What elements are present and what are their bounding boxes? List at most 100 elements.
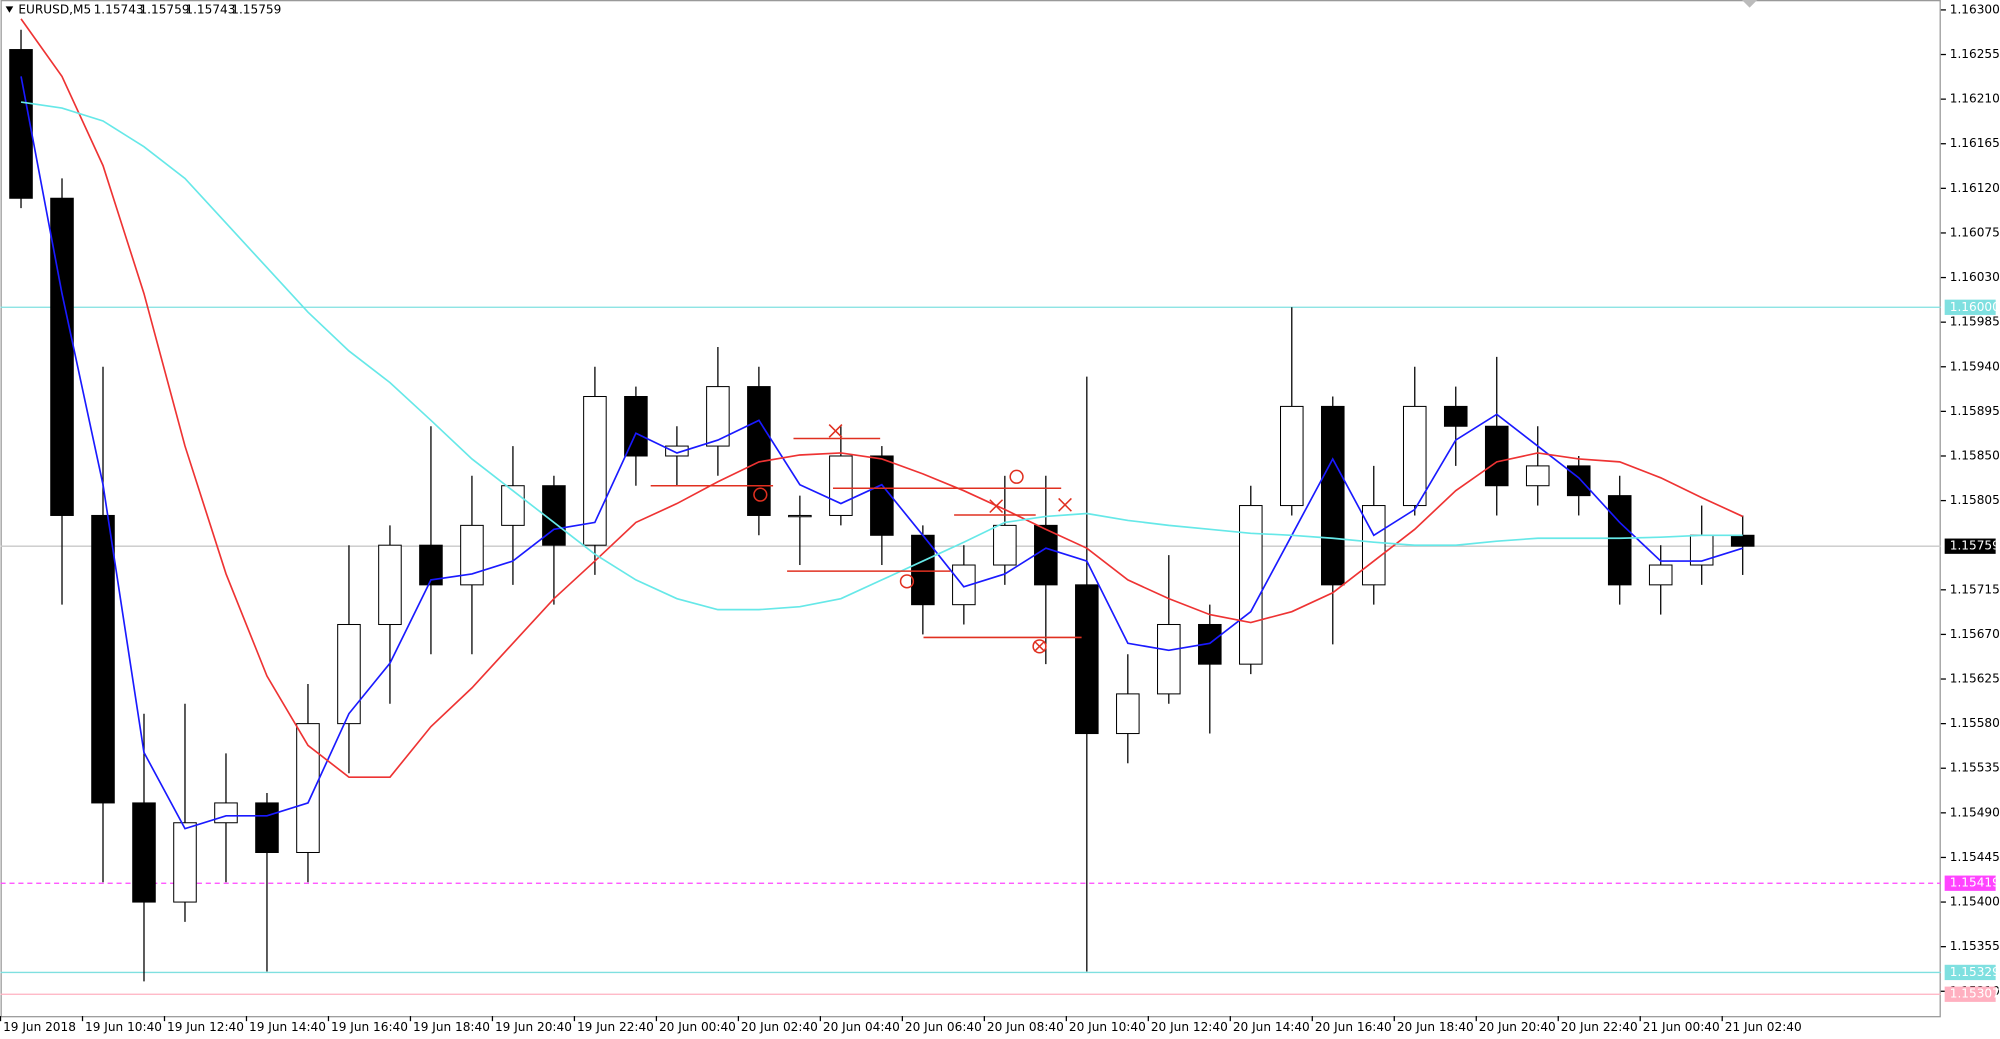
candle-body (1566, 465, 1591, 497)
scroll-marker (1741, 0, 1758, 8)
candle-body (1198, 623, 1222, 665)
x-tick-label: 21 Jun 02:40 (1725, 1020, 1802, 1034)
level-label-box (1944, 875, 1996, 891)
candle-body (9, 49, 33, 199)
header: EURUSD,M5 1.15743 1.15759 1.15743 1.1575… (5, 3, 281, 17)
x-tick-label: 20 Jun 14:40 (1233, 1020, 1310, 1034)
y-tick-label: 1.15850 (1950, 448, 2000, 462)
x-tick-label: 20 Jun 16:40 (1315, 1020, 1392, 1034)
y-tick-label: 1.15670 (1950, 627, 2000, 641)
level-label-box (1944, 964, 1996, 981)
x-tick-label: 20 Jun 22:40 (1561, 1020, 1638, 1034)
x-tick-label: 21 Jun 00:40 (1643, 1020, 1720, 1034)
y-tick-label: 1.16075 (1950, 225, 2000, 239)
x-tick-label: 20 Jun 08:40 (987, 1020, 1064, 1034)
y-tick-label: 1.15355 (1950, 939, 2000, 953)
candle-body (706, 386, 730, 447)
candle-body (173, 822, 197, 903)
x-tick-label: 20 Jun 12:40 (1151, 1020, 1228, 1034)
candle-body (419, 544, 443, 586)
candle-body (952, 564, 976, 606)
candle-body (870, 455, 894, 536)
y-tick-label: 1.15940 (1950, 359, 2000, 373)
candle-body (1525, 465, 1550, 487)
y-tick-label: 1.15490 (1950, 805, 2000, 819)
y-tick-label: 1.16255 (1950, 47, 2000, 61)
y-tick-label: 1.15805 (1950, 493, 2000, 507)
candle-body (788, 514, 812, 518)
candle-body (1239, 505, 1263, 665)
y-tick-label: 1.16165 (1950, 136, 2000, 150)
trade-marker (899, 574, 915, 589)
menu-arrow[interactable] (5, 6, 14, 13)
x-tick-label: 20 Jun 04:40 (823, 1020, 900, 1034)
trade-objects (650, 423, 1082, 654)
y-tick-label: 1.15400 (1950, 895, 2000, 909)
candle-body (1116, 693, 1140, 735)
candle-body (624, 395, 648, 457)
x-tick-label: 20 Jun 00:40 (659, 1020, 736, 1034)
y-tick-label: 1.15535 (1950, 761, 2000, 775)
trade-marker (1033, 640, 1046, 652)
x-tick-label: 19 Jun 22:40 (577, 1020, 654, 1034)
x-tick-label: 20 Jun 18:40 (1397, 1020, 1474, 1034)
candle-body (542, 485, 566, 546)
candle-body (378, 544, 402, 626)
x-tick-label: 20 Jun 20:40 (1479, 1020, 1556, 1034)
trade-marker (753, 487, 768, 502)
level-label-box (1944, 299, 1996, 315)
candle-body (91, 514, 115, 804)
x-tick-label: 19 Jun 14:40 (249, 1020, 326, 1034)
y-tick-label: 1.16120 (1950, 181, 2000, 195)
y-tick-label: 1.15715 (1950, 582, 2000, 596)
trade-marker (1058, 497, 1072, 512)
plot-area (0, 0, 1941, 1018)
candle-body (1034, 524, 1058, 586)
y-tick-label: 1.15895 (1950, 404, 2000, 418)
candle-body (255, 802, 279, 854)
candle-body (1607, 495, 1632, 586)
x-tick-label: 19 Jun 16:40 (331, 1020, 408, 1034)
candle-body (1402, 405, 1427, 507)
low: 1.15743 (185, 3, 235, 17)
candle-body (1443, 405, 1468, 427)
level-label-box (1944, 986, 1996, 1002)
candle-body (132, 802, 156, 903)
candle-body (665, 445, 689, 457)
y-tick-label: 1.15985 (1950, 315, 2000, 329)
x-tick-label: 19 Jun 12:40 (167, 1020, 244, 1034)
level-label: 1.15307 (1950, 987, 2000, 1001)
level-label: 1.16000 (1950, 300, 2000, 314)
y-tick-label: 1.16210 (1950, 92, 2000, 106)
open: 1.15743 (94, 3, 144, 17)
moving-average (20, 76, 1743, 830)
high: 1.15759 (139, 3, 189, 17)
candle-body (747, 386, 771, 516)
candle-body (1157, 623, 1181, 695)
level-label: 1.15329 (1950, 965, 2000, 979)
trade-marker (989, 499, 1004, 514)
candle-body (296, 723, 320, 854)
candle-body (214, 802, 238, 824)
candle-body (337, 623, 361, 725)
candle-body (50, 197, 74, 516)
x-tick-label: 19 Jun 10:40 (85, 1020, 162, 1034)
candle-body (1648, 564, 1673, 586)
x-tick-label: 20 Jun 10:40 (1069, 1020, 1146, 1034)
price-label-box (1944, 538, 1996, 554)
y-tick-label: 1.15445 (1950, 850, 2000, 864)
x-tick-label: 20 Jun 06:40 (905, 1020, 982, 1034)
y-tick-label: 1.16300 (1950, 2, 2000, 16)
candle-body (460, 524, 484, 586)
x-tick-label: 19 Jun 20:40 (495, 1020, 572, 1034)
candle-body (993, 524, 1017, 566)
y-tick-label: 1.16030 (1950, 270, 2000, 284)
candle-body (1484, 425, 1509, 487)
candle-body (1280, 405, 1304, 507)
candle-body (583, 395, 607, 546)
x-tick-label: 20 Jun 02:40 (741, 1020, 818, 1034)
x-tick-label: 19 Jun 18:40 (413, 1020, 490, 1034)
trade-marker (828, 423, 843, 438)
moving-average (20, 18, 1744, 778)
